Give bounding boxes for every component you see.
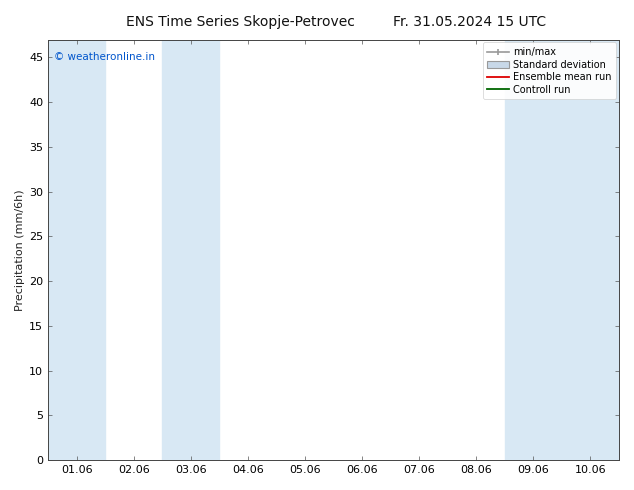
Text: © weatheronline.in: © weatheronline.in bbox=[54, 52, 155, 62]
Bar bbox=[48, 40, 105, 460]
Legend: min/max, Standard deviation, Ensemble mean run, Controll run: min/max, Standard deviation, Ensemble me… bbox=[482, 43, 616, 99]
Bar bbox=[562, 40, 619, 460]
Bar bbox=[162, 40, 219, 460]
Y-axis label: Precipitation (mm/6h): Precipitation (mm/6h) bbox=[15, 189, 25, 311]
Bar bbox=[505, 40, 562, 460]
Text: Fr. 31.05.2024 15 UTC: Fr. 31.05.2024 15 UTC bbox=[392, 15, 546, 29]
Text: ENS Time Series Skopje-Petrovec: ENS Time Series Skopje-Petrovec bbox=[126, 15, 356, 29]
